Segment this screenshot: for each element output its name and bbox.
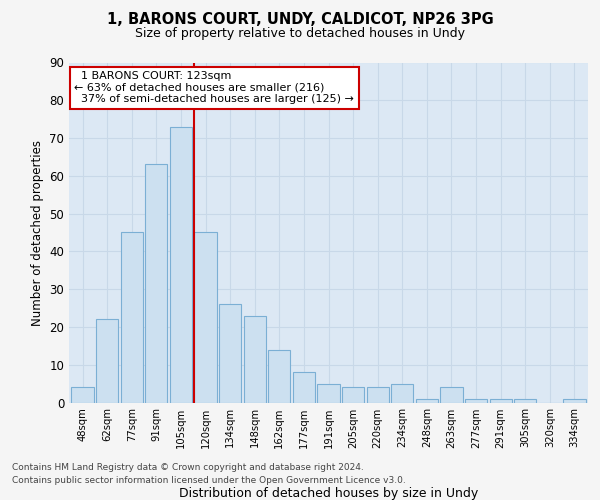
- Bar: [514, 398, 536, 402]
- Text: Size of property relative to detached houses in Undy: Size of property relative to detached ho…: [135, 28, 465, 40]
- Bar: [490, 398, 512, 402]
- Bar: [268, 350, 290, 403]
- Text: Contains HM Land Registry data © Crown copyright and database right 2024.: Contains HM Land Registry data © Crown c…: [12, 462, 364, 471]
- Bar: [563, 398, 586, 402]
- Bar: [194, 232, 217, 402]
- Bar: [96, 320, 118, 402]
- Bar: [71, 388, 94, 402]
- Bar: [391, 384, 413, 402]
- Bar: [244, 316, 266, 402]
- X-axis label: Distribution of detached houses by size in Undy: Distribution of detached houses by size …: [179, 486, 478, 500]
- Bar: [293, 372, 315, 402]
- Text: Contains public sector information licensed under the Open Government Licence v3: Contains public sector information licen…: [12, 476, 406, 485]
- Bar: [440, 388, 463, 402]
- Bar: [219, 304, 241, 402]
- Bar: [121, 232, 143, 402]
- Bar: [317, 384, 340, 402]
- Bar: [342, 388, 364, 402]
- Bar: [416, 398, 438, 402]
- Bar: [465, 398, 487, 402]
- Bar: [367, 388, 389, 402]
- Bar: [145, 164, 167, 402]
- Text: 1, BARONS COURT, UNDY, CALDICOT, NP26 3PG: 1, BARONS COURT, UNDY, CALDICOT, NP26 3P…: [107, 12, 493, 28]
- Text: 1 BARONS COURT: 123sqm
← 63% of detached houses are smaller (216)
  37% of semi-: 1 BARONS COURT: 123sqm ← 63% of detached…: [74, 71, 354, 104]
- Y-axis label: Number of detached properties: Number of detached properties: [31, 140, 44, 326]
- Bar: [170, 126, 192, 402]
